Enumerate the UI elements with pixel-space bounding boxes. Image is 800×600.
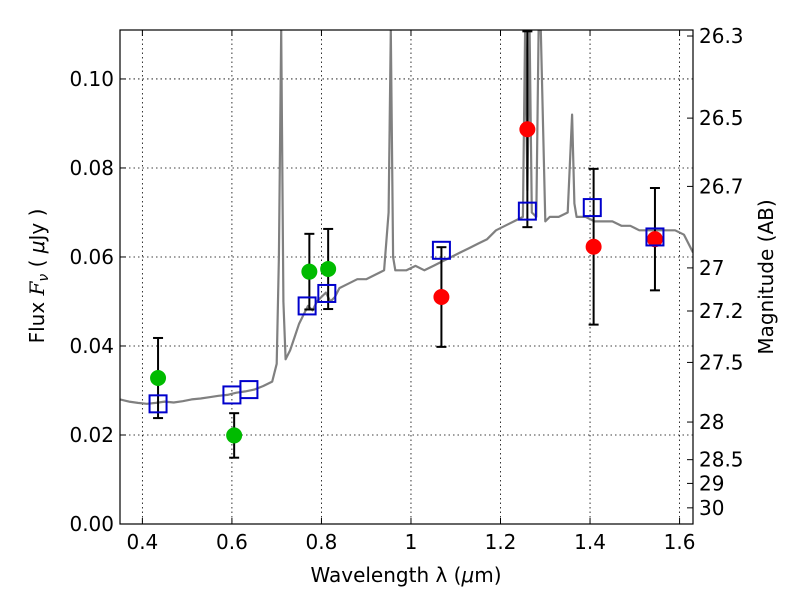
plot-frame	[119, 29, 694, 525]
mag-tick-label: 29	[699, 471, 724, 495]
data-point	[150, 370, 167, 387]
y-tick-label: 0.04	[69, 334, 114, 358]
model-point	[148, 394, 168, 414]
x-tick-label: 1.2	[485, 530, 517, 554]
data-point	[320, 260, 337, 277]
x-axis-title: Wavelength λ (μm)	[310, 563, 501, 587]
y-axis-title: Flux Fν ( μJy )	[25, 209, 52, 344]
mag-tick-label: 27.5	[699, 350, 744, 374]
data-point	[585, 238, 602, 255]
spectrum-line	[120, 30, 693, 405]
x-tick-label: 0.8	[306, 530, 338, 554]
mag-tick-label: 26.7	[699, 174, 744, 198]
y-tick-label: 0.00	[69, 512, 114, 536]
x-tick-label: 1.4	[574, 530, 606, 554]
model-point	[317, 283, 337, 303]
x-tick-label: 1	[405, 530, 418, 554]
data-point	[226, 427, 243, 444]
mag-tick-label: 30	[699, 496, 724, 520]
mag-tick-label: 27	[699, 256, 724, 280]
x-tick-label: 0.4	[126, 530, 158, 554]
mag-tick-label: 27.2	[699, 299, 744, 323]
data-point	[519, 121, 536, 138]
model-point	[297, 296, 317, 316]
y-tick-label: 0.06	[69, 245, 114, 269]
mag-tick-label: 28	[699, 410, 724, 434]
data-point	[301, 263, 318, 280]
x-tick-label: 0.6	[216, 530, 248, 554]
data-point	[433, 289, 450, 306]
y-tick-label: 0.10	[69, 67, 114, 91]
model-point	[239, 380, 259, 400]
axes: 0.4 0.6 0.8 1 1.2 1.4 1.6 0.00 0.02 0.04 0.06 0.08 0…	[69, 24, 743, 554]
y2-axis-title: Magnitude (AB)	[754, 199, 778, 354]
model-point	[431, 240, 451, 260]
y-tick-label: 0.08	[69, 156, 114, 180]
mag-tick-label: 28.5	[699, 448, 744, 472]
y-tick-label: 0.02	[69, 423, 114, 447]
mag-tick-label: 26.5	[699, 106, 744, 130]
plot-area	[120, 30, 693, 459]
model-point	[582, 198, 602, 218]
data-point	[646, 231, 663, 248]
mag-tick-label: 26.3	[699, 24, 744, 48]
x-tick-label: 1.6	[664, 530, 696, 554]
model-point	[645, 227, 665, 247]
model-point	[517, 201, 537, 221]
